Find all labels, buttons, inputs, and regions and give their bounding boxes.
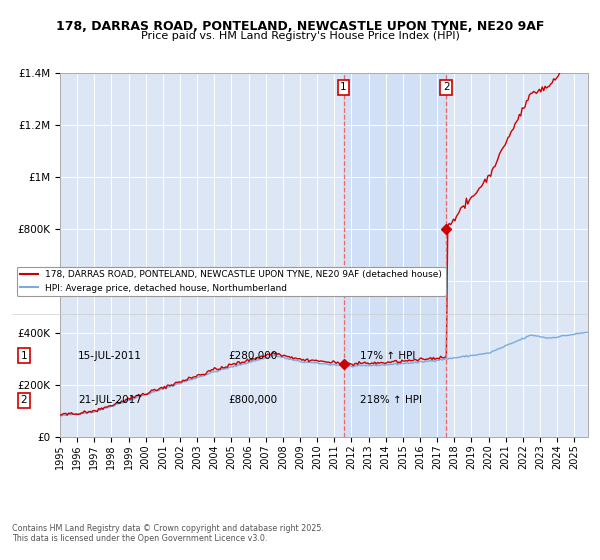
Text: 1: 1 [20, 351, 28, 361]
Text: 21-JUL-2017: 21-JUL-2017 [78, 395, 142, 405]
Text: Price paid vs. HM Land Registry's House Price Index (HPI): Price paid vs. HM Land Registry's House … [140, 31, 460, 41]
Text: £800,000: £800,000 [228, 395, 277, 405]
Text: Contains HM Land Registry data © Crown copyright and database right 2025.
This d: Contains HM Land Registry data © Crown c… [12, 524, 324, 543]
Text: 2: 2 [20, 395, 28, 405]
Bar [344, 73, 446, 437]
Text: £280,000: £280,000 [228, 351, 277, 361]
Text: 2: 2 [443, 82, 450, 92]
Legend: 178, DARRAS ROAD, PONTELAND, NEWCASTLE UPON TYNE, NE20 9AF (detached house), HPI: 178, DARRAS ROAD, PONTELAND, NEWCASTLE U… [17, 267, 446, 296]
Text: 178, DARRAS ROAD, PONTELAND, NEWCASTLE UPON TYNE, NE20 9AF: 178, DARRAS ROAD, PONTELAND, NEWCASTLE U… [56, 20, 544, 32]
Text: 15-JUL-2011: 15-JUL-2011 [78, 351, 142, 361]
Text: 17% ↑ HPI: 17% ↑ HPI [360, 351, 415, 361]
Text: 1: 1 [340, 82, 347, 92]
Text: 218% ↑ HPI: 218% ↑ HPI [360, 395, 422, 405]
